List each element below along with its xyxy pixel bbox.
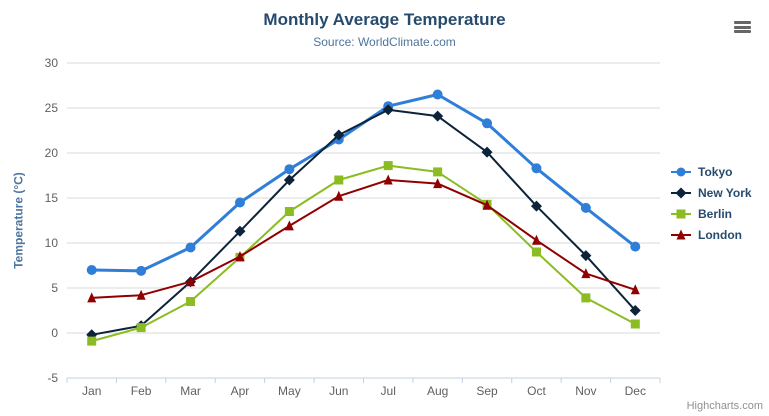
series-point-new-york[interactable] [283,174,295,186]
x-tick-label: Oct [527,384,546,398]
series-point-new-york[interactable] [530,200,542,212]
series-point-berlin[interactable] [581,293,591,303]
series-point-berlin[interactable] [186,297,196,306]
series-point-london[interactable] [630,284,640,295]
series-point-new-york[interactable] [481,146,493,158]
x-tick-label: May [278,384,301,398]
series-point-berlin[interactable] [531,247,541,257]
y-tick-label: 0 [51,326,58,340]
legend-label: Berlin [698,206,733,221]
series-point-berlin[interactable] [334,175,344,185]
y-tick-label: -5 [47,371,58,385]
hamburger-icon [734,30,751,33]
series-point-london[interactable] [433,178,443,189]
series-point-london[interactable] [581,268,591,279]
series-point-tokyo[interactable] [136,265,147,276]
legend-label: London [698,227,742,242]
legend-item-london[interactable]: London [670,224,752,245]
series-point-berlin[interactable] [87,336,97,346]
series-point-new-york[interactable] [234,225,246,237]
series-point-tokyo[interactable] [185,242,196,253]
series-point-london[interactable] [284,220,294,231]
series-point-new-york[interactable] [629,305,641,316]
series-point-tokyo[interactable] [531,163,542,174]
legend-item-new-york[interactable]: New York [670,182,752,203]
highcharts-credit[interactable]: Highcharts.com [686,400,763,412]
series-line-berlin [90,164,637,343]
series-point-berlin[interactable] [433,167,443,177]
legend-item-berlin[interactable]: Berlin [670,203,752,224]
x-tick-label: Jan [82,384,101,398]
series-point-london[interactable] [383,174,393,185]
y-tick-label: 10 [45,236,59,250]
legend-symbol [671,209,691,218]
series-point-london[interactable] [235,251,245,261]
x-tick-label: Sep [476,384,498,398]
series-line-new-york [90,108,637,336]
series-point-new-york[interactable] [382,104,394,116]
legend-marker-square-icon [676,209,686,218]
series-point-london[interactable] [87,292,97,303]
hamburger-icon [734,25,751,29]
series-point-new-york[interactable] [333,129,345,141]
x-tick-label: Dec [625,384,646,398]
y-tick-label: 15 [45,191,59,205]
series-point-london[interactable] [482,199,492,210]
series-line-tokyo [90,93,637,273]
series-point-berlin[interactable] [630,319,640,329]
hamburger-icon [734,21,751,24]
x-tick-label: Jul [381,384,396,398]
legend-label: New York [698,185,752,200]
series-point-berlin[interactable] [383,161,393,171]
chart-subtitle: Source: WorldClimate.com [313,35,456,49]
chart-title: Monthly Average Temperature [263,10,506,29]
x-tick-label: Mar [180,384,201,398]
context-menu-button[interactable] [732,19,754,35]
series-point-tokyo[interactable] [630,241,641,252]
x-tick-label: Feb [131,384,152,398]
legend-symbol [671,229,691,239]
legend-marker-circle-icon [676,167,686,176]
series-point-tokyo[interactable] [86,265,97,275]
x-tick-label: Apr [231,384,250,398]
series-point-berlin[interactable] [284,207,294,216]
series-point-tokyo[interactable] [284,164,295,175]
legend-marker-diamond-icon [675,187,687,198]
x-tick-label: Aug [427,384,448,398]
y-tick-label: 30 [45,56,59,70]
legend: Tokyo New York Berlin London [670,161,752,245]
legend-marker-triangle-icon [676,229,686,239]
legend-label: Tokyo [698,164,733,179]
y-tick-label: 25 [45,101,59,115]
series-point-tokyo[interactable] [234,197,245,208]
series-point-tokyo[interactable] [482,118,493,129]
series-point-new-york[interactable] [580,250,592,262]
x-tick-label: Jun [329,384,348,398]
y-tick-label: 20 [45,146,59,160]
series-point-london[interactable] [531,234,541,245]
series-point-tokyo[interactable] [432,89,443,100]
series-line-london [90,179,637,299]
series-point-london[interactable] [334,190,344,201]
y-tick-label: 5 [51,281,58,295]
legend-symbol [671,167,691,176]
x-tick-label: Nov [575,384,596,398]
y-axis-title: Temperature (°C) [11,172,26,269]
series-point-new-york[interactable] [432,110,444,122]
series-point-berlin[interactable] [136,323,146,333]
series-point-tokyo[interactable] [580,202,591,213]
legend-symbol [671,187,691,198]
legend-item-tokyo[interactable]: Tokyo [670,161,752,182]
series-point-london[interactable] [136,289,146,300]
series-point-london[interactable] [186,276,196,287]
